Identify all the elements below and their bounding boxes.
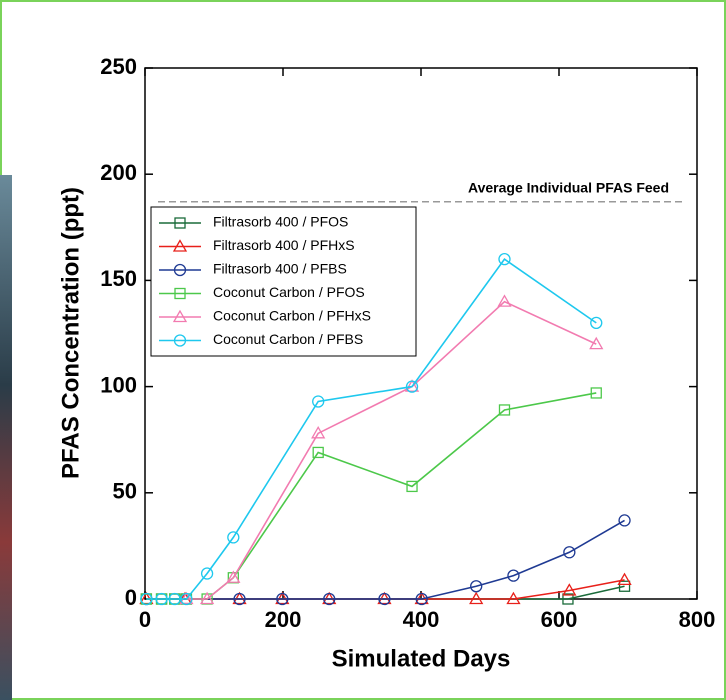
- marker: [312, 395, 325, 408]
- marker: [180, 592, 193, 606]
- legend-text: Coconut Carbon / PFHxS: [213, 308, 371, 324]
- x-tick-label: 600: [541, 607, 578, 632]
- y-tick-label: 50: [113, 479, 137, 504]
- legend-marker: [172, 239, 188, 252]
- y-tick-label: 200: [100, 160, 137, 185]
- y-axis-label: PFAS Concentration (ppt): [57, 187, 84, 479]
- x-tick-label: 200: [265, 607, 302, 632]
- background-photo: [0, 175, 12, 700]
- legend-marker: [174, 287, 186, 300]
- legend-marker: [172, 309, 188, 323]
- y-tick-label: 100: [100, 372, 137, 397]
- marker: [469, 591, 484, 605]
- legend-text: Filtrasorb 400 / PFHxS: [213, 237, 355, 253]
- legend-text: Coconut Carbon / PFBS: [213, 331, 363, 347]
- marker: [323, 592, 336, 606]
- legend-marker: [173, 334, 187, 347]
- y-tick-label: 250: [100, 54, 137, 79]
- marker: [405, 380, 419, 393]
- marker: [406, 480, 418, 493]
- x-axis-label: Simulated Days: [332, 645, 511, 672]
- marker: [589, 336, 604, 350]
- legend-text: Coconut Carbon / PFOS: [213, 284, 365, 300]
- legend-text: Filtrasorb 400 / PFOS: [213, 214, 348, 230]
- legend-marker: [174, 217, 186, 229]
- legend-box: [150, 206, 417, 357]
- marker: [404, 379, 420, 392]
- y-tick-label: 0: [125, 585, 137, 610]
- marker: [140, 592, 153, 606]
- marker: [378, 592, 391, 606]
- legend-marker: [173, 263, 187, 277]
- marker: [506, 591, 521, 605]
- marker: [507, 569, 520, 582]
- marker: [200, 567, 214, 580]
- marker: [590, 316, 603, 330]
- feed-label: Average Individual PFAS Feed: [468, 180, 669, 196]
- marker: [618, 514, 631, 527]
- marker: [562, 583, 577, 596]
- marker: [563, 546, 576, 559]
- marker: [497, 294, 512, 307]
- series-line: [146, 519, 625, 600]
- x-tick-label: 800: [679, 607, 716, 632]
- marker: [618, 580, 631, 592]
- y-tick-label: 150: [100, 266, 137, 291]
- marker: [470, 580, 483, 593]
- x-tick-label: 400: [403, 607, 440, 632]
- marker: [562, 593, 574, 605]
- marker: [276, 592, 289, 606]
- marker: [155, 592, 168, 606]
- series-line: [186, 300, 597, 600]
- marker: [498, 253, 511, 266]
- legend-text: Filtrasorb 400 / PFBS: [213, 261, 347, 277]
- series-line: [146, 258, 597, 600]
- marker: [590, 387, 602, 399]
- marker: [233, 592, 246, 606]
- marker: [168, 592, 181, 606]
- marker: [227, 531, 240, 544]
- marker: [617, 572, 632, 586]
- x-tick-label: 0: [139, 607, 151, 632]
- marker: [199, 591, 215, 605]
- marker: [415, 592, 428, 606]
- marker: [311, 426, 326, 439]
- marker: [312, 446, 324, 459]
- marker: [226, 570, 241, 583]
- marker: [498, 404, 511, 416]
